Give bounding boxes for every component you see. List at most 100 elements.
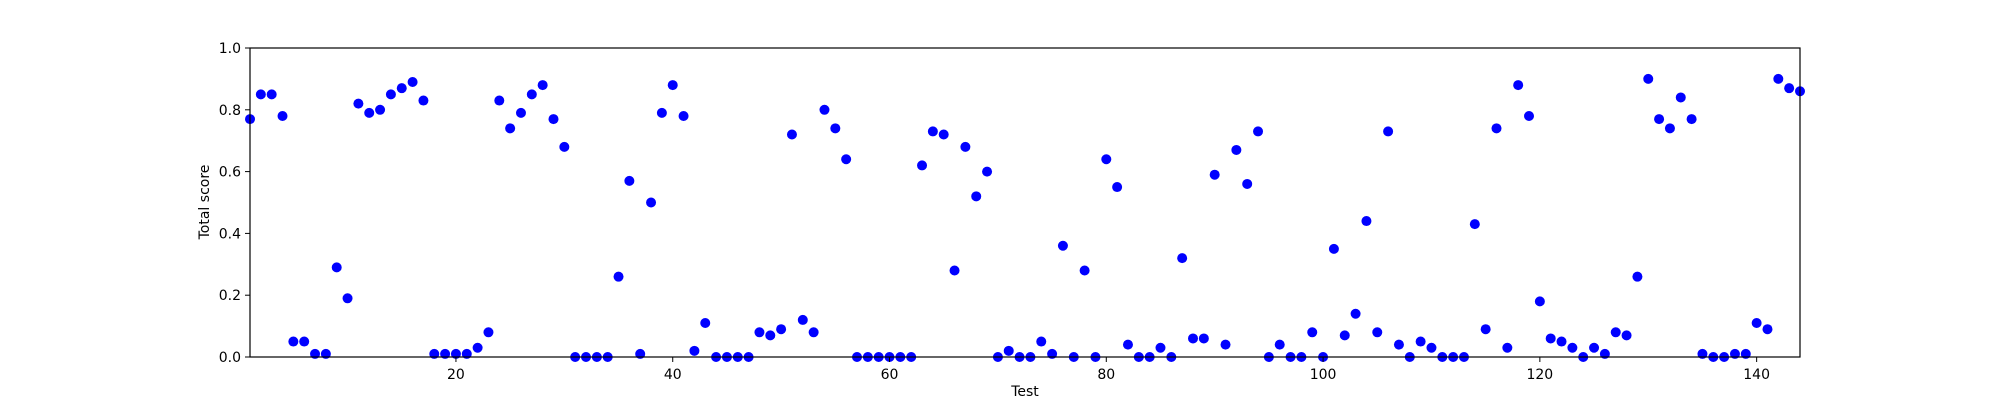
data-point <box>917 160 928 171</box>
y-tick-label: 0.0 <box>219 350 241 366</box>
data-point <box>1502 342 1513 353</box>
data-point <box>1220 339 1231 350</box>
data-point <box>808 327 819 338</box>
data-point <box>1361 216 1372 227</box>
data-point <box>505 123 516 134</box>
data-point <box>1686 114 1697 125</box>
data-point <box>830 123 841 134</box>
data-point <box>700 318 711 329</box>
data-point <box>1372 327 1383 338</box>
data-point <box>1079 265 1090 276</box>
data-point <box>494 95 505 106</box>
data-point <box>255 89 266 100</box>
data-point <box>949 265 960 276</box>
data-point <box>385 89 396 100</box>
data-point <box>1664 123 1675 134</box>
data-point <box>1762 324 1773 335</box>
data-point <box>1177 253 1188 264</box>
data-point <box>765 330 776 341</box>
data-point <box>1101 154 1112 165</box>
y-tick-label: 1.0 <box>219 41 241 57</box>
data-point <box>1643 73 1654 84</box>
data-point <box>982 166 993 177</box>
data-point <box>396 83 407 94</box>
data-point <box>1589 342 1600 353</box>
data-point <box>353 98 364 109</box>
data-point <box>299 336 310 347</box>
data-point <box>548 114 559 125</box>
data-point <box>1524 110 1535 121</box>
x-axis-label: Test <box>1010 384 1039 400</box>
data-point <box>418 95 429 106</box>
y-tick-label: 0.8 <box>219 103 241 119</box>
data-point <box>1545 333 1556 344</box>
data-point <box>1057 240 1068 251</box>
data-point <box>515 107 526 118</box>
data-point <box>1480 324 1491 335</box>
data-point <box>1036 336 1047 347</box>
data-point <box>938 129 949 140</box>
data-point <box>1242 178 1253 189</box>
data-point <box>1513 80 1524 91</box>
data-point <box>819 104 830 115</box>
data-point <box>407 76 418 87</box>
x-tick-label: 20 <box>447 367 465 383</box>
y-tick-label: 0.2 <box>219 288 241 304</box>
data-point <box>689 345 700 356</box>
x-axis-ticks: 20 40 60 80 100 120 140 <box>447 357 1770 383</box>
data-point <box>613 271 624 282</box>
data-point <box>1784 83 1795 94</box>
data-point <box>1339 330 1350 341</box>
data-point <box>1188 333 1199 344</box>
data-point <box>472 342 483 353</box>
data-point <box>1112 182 1123 193</box>
plot-background <box>250 48 1800 357</box>
data-points <box>245 73 1805 362</box>
data-point <box>841 154 852 165</box>
data-point <box>1350 308 1361 319</box>
data-point <box>1328 243 1339 254</box>
data-point <box>786 129 797 140</box>
data-point <box>1654 114 1665 125</box>
data-point <box>1567 342 1578 353</box>
data-point <box>927 126 938 137</box>
data-point <box>266 89 277 100</box>
data-point <box>1491 123 1502 134</box>
data-point <box>1675 92 1686 103</box>
data-point <box>537 80 548 91</box>
data-point <box>1383 126 1394 137</box>
plot-frame <box>249 47 1801 358</box>
data-point <box>277 110 288 121</box>
x-tick-label: 60 <box>881 367 899 383</box>
data-point <box>776 324 787 335</box>
data-point <box>1751 318 1762 329</box>
x-tick-label: 40 <box>664 367 682 383</box>
data-point <box>559 141 570 152</box>
y-axis-ticks: 0.0 0.2 0.4 0.6 0.8 1.0 <box>219 41 250 366</box>
data-point <box>1610 327 1621 338</box>
data-point <box>1274 339 1285 350</box>
data-point <box>483 327 494 338</box>
data-point <box>1556 336 1567 347</box>
data-point <box>960 141 971 152</box>
data-point <box>1773 73 1784 84</box>
y-tick-label: 0.4 <box>219 226 241 242</box>
data-point <box>1632 271 1643 282</box>
data-point <box>667 80 678 91</box>
data-point <box>1209 169 1220 180</box>
data-point <box>656 107 667 118</box>
data-point <box>971 191 982 202</box>
data-point <box>624 175 635 186</box>
x-tick-label: 100 <box>1310 367 1337 383</box>
data-point <box>331 262 342 273</box>
data-point <box>1621 330 1632 341</box>
data-point <box>342 293 353 304</box>
data-point <box>797 314 808 325</box>
data-point <box>678 110 689 121</box>
data-point <box>1534 296 1545 307</box>
data-point <box>288 336 299 347</box>
data-point <box>1155 342 1166 353</box>
data-point <box>1393 339 1404 350</box>
data-point <box>1122 339 1133 350</box>
